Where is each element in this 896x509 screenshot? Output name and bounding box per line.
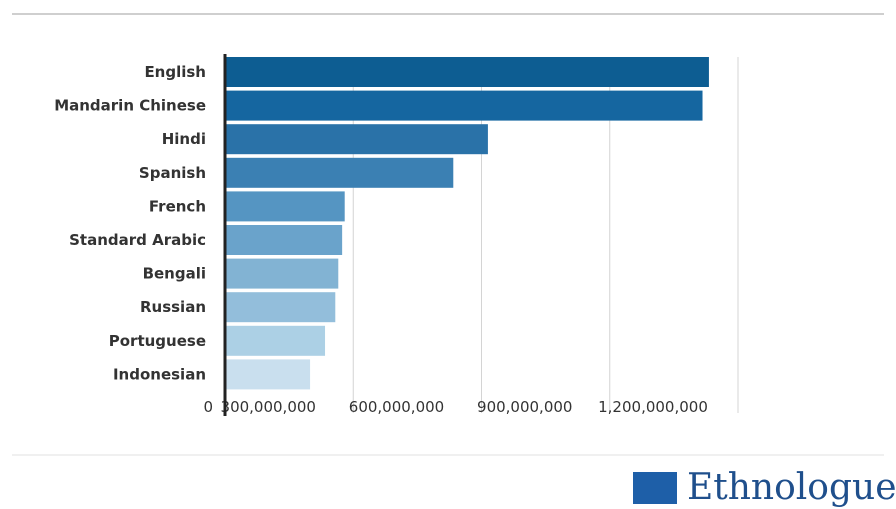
bar (225, 57, 709, 87)
category-labels: English Mandarin Chinese Hindi Spanish Frenc… (54, 63, 206, 383)
category-label: English (144, 63, 206, 81)
category-label: Hindi (162, 130, 206, 148)
bar (225, 292, 336, 323)
category-label: Portuguese (109, 332, 206, 350)
bar (225, 258, 339, 289)
bar (225, 157, 454, 188)
x-tick-label: 600,000,000 (349, 398, 444, 416)
category-label: Bengali (143, 265, 206, 283)
bar (225, 124, 488, 155)
logo-square-icon (633, 472, 677, 504)
x-tick-label: 1,200,000,000 (598, 398, 708, 416)
x-tick-label: 900,000,000 (477, 398, 572, 416)
bar (225, 191, 345, 222)
ethnologue-logo: Ethnologue (633, 470, 896, 506)
bar (225, 359, 311, 390)
category-label: Mandarin Chinese (54, 97, 206, 115)
category-label: Indonesian (113, 365, 206, 383)
brand-name: Ethnologue (687, 467, 896, 508)
category-label: French (149, 197, 206, 215)
bar (225, 225, 343, 255)
bar (225, 90, 703, 121)
bar (225, 325, 326, 356)
x-tick-label: 300,000,000 (221, 398, 316, 416)
category-label: Russian (140, 298, 206, 316)
x-tick-label: 0 (203, 398, 213, 416)
bars-group (225, 57, 709, 390)
tick-labels: 0 300,000,000 600,000,000 900,000,000 1,200,… (203, 398, 707, 416)
category-label: Standard Arabic (69, 231, 206, 249)
category-label: Spanish (139, 164, 206, 182)
